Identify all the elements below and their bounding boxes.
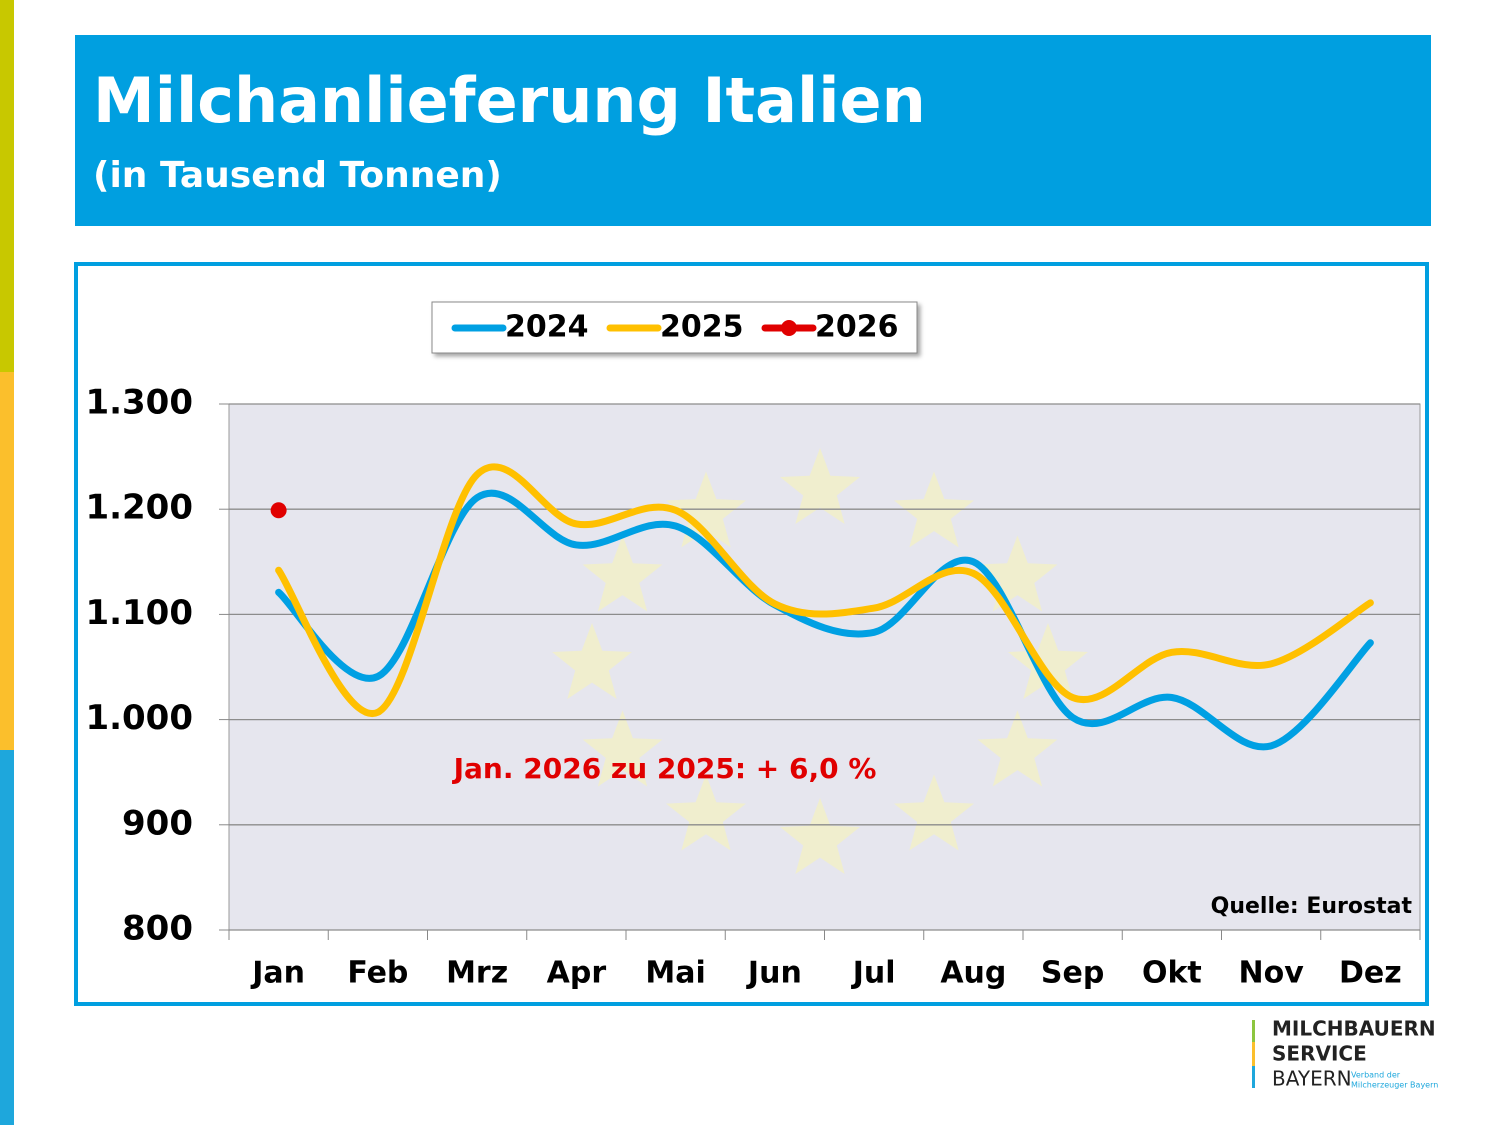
logo-text: MILCHBAUERN [1272, 1017, 1436, 1041]
x-tick-label: Jul [851, 956, 896, 991]
y-tick-label: 800 [122, 909, 193, 949]
y-tick-label: 1.000 [85, 698, 193, 738]
x-tick-label: Apr [547, 956, 607, 991]
star [780, 798, 860, 874]
header [75, 35, 1431, 226]
star [977, 535, 1058, 612]
x-tick-label: Mrz [446, 956, 508, 991]
y-tick-label: 900 [122, 803, 193, 843]
stripe [0, 0, 14, 372]
star [894, 774, 974, 851]
star [977, 710, 1058, 787]
stripe [0, 372, 14, 750]
x-tick-label: Nov [1238, 956, 1304, 991]
star [1008, 623, 1088, 699]
x-tick-label: Sep [1041, 956, 1104, 991]
legend-label: 2024 [505, 310, 589, 345]
logo-bar [1252, 1020, 1255, 1042]
star [582, 535, 663, 612]
logo-bar [1252, 1042, 1255, 1066]
legend-marker [781, 320, 797, 336]
logo-text: BAYERN [1272, 1067, 1352, 1091]
x-tick-label: Feb [347, 956, 408, 991]
logo-bar [1252, 1066, 1255, 1088]
legend-items: 2024 2025 2026 [451, 310, 899, 345]
x-tick-label: Dez [1339, 956, 1402, 991]
subtitle: (in Tausend Tonnen) [93, 155, 502, 196]
x-tick-label: Jun [746, 956, 802, 991]
x-tick-label: Okt [1142, 956, 1202, 991]
y-tick-label: 1.100 [85, 593, 193, 633]
x-tick-label: Aug [940, 956, 1006, 991]
legend [431, 301, 918, 354]
logo-tagline: Verband der [1351, 1071, 1401, 1080]
star [666, 774, 746, 851]
source: Quelle: Eurostat [1211, 894, 1413, 919]
star [582, 710, 663, 787]
legend-label: 2025 [660, 310, 744, 345]
star [780, 448, 860, 524]
y-tick-label: 1.300 [85, 383, 193, 423]
legend-label: 2026 [815, 310, 899, 345]
x-tick-label: Jan [250, 956, 305, 991]
logo-tagline: Milcherzeuger Bayern [1351, 1081, 1438, 1090]
star [552, 623, 632, 699]
y-tick-label: 1.200 [85, 488, 193, 528]
logo-text: SERVICE [1272, 1042, 1367, 1066]
stripe [0, 750, 14, 1125]
title: Milchanlieferung Italien [93, 64, 926, 137]
x-tick-label: Mai [645, 956, 705, 991]
series [270, 463, 1374, 751]
marker [270, 502, 287, 519]
line [275, 463, 1374, 717]
annotation: Jan. 2026 zu 2025: + 6,0 % [452, 752, 877, 785]
